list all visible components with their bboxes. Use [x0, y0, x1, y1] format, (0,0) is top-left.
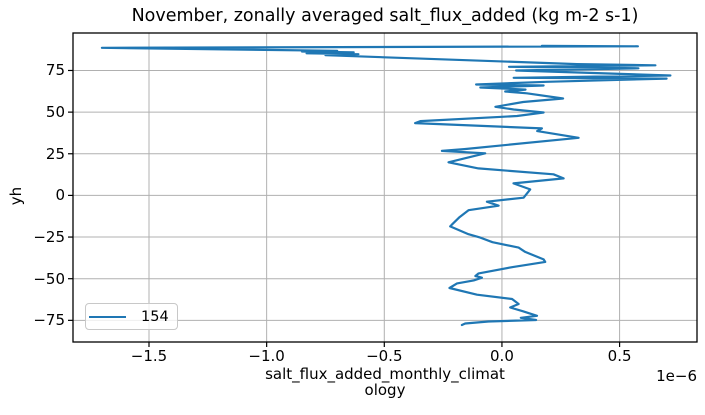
y-tick-label: −25 — [33, 228, 65, 247]
legend-label: 154 — [141, 308, 169, 325]
x-tick-label: 0.0 — [490, 347, 514, 365]
y-tick-label: 0 — [55, 186, 65, 205]
x-tick-label: −0.5 — [366, 347, 403, 365]
x-axis-label: salt_flux_added_monthly_climat ology — [73, 366, 697, 398]
axes-border — [72, 32, 698, 343]
x-tick-label: −1.0 — [248, 347, 285, 365]
y-axis-label: yh — [7, 186, 25, 206]
y-tick-label: −50 — [33, 269, 65, 288]
legend-line-sample — [89, 315, 126, 318]
x-tick-label: 0.5 — [607, 347, 632, 365]
y-tick-label: 50 — [45, 103, 65, 122]
y-tick-label: 25 — [45, 144, 65, 163]
data-line-154 — [100, 44, 672, 327]
x-axis-label-line2: ology — [364, 381, 406, 399]
x-offset-label: 1e−6 — [656, 367, 697, 385]
y-tick-label: 75 — [45, 61, 65, 80]
x-axis-label-line1: salt_flux_added_monthly_climat — [265, 365, 505, 383]
legend: 154 — [85, 303, 178, 330]
chart-title: November, zonally averaged salt_flux_add… — [131, 6, 639, 26]
y-tick-label: −75 — [33, 311, 65, 330]
x-tick-label: −1.5 — [130, 347, 168, 365]
